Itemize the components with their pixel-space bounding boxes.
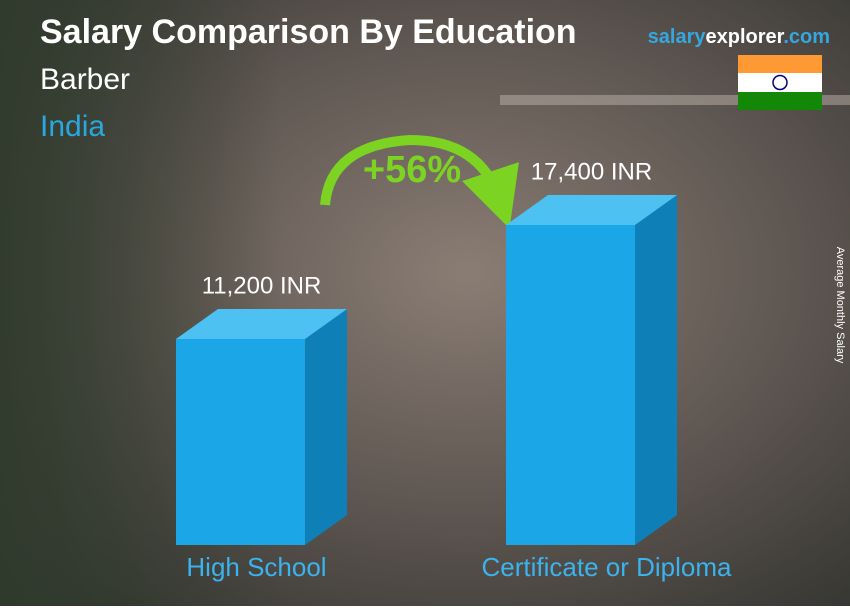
brand-part: explorer: [705, 26, 784, 48]
chart-title: Salary Comparison By Education: [40, 13, 577, 51]
background-rail: [500, 95, 850, 105]
subtitle: Barber: [40, 63, 130, 96]
country: India: [40, 110, 105, 143]
bar-top: [506, 195, 677, 225]
bar-side: [305, 309, 347, 545]
brand-part: .com: [783, 26, 830, 48]
bar: [176, 339, 305, 545]
change-arrow: [320, 134, 519, 229]
flag: [738, 55, 822, 110]
annotation: +56%: [363, 149, 461, 191]
value-label: 17,400 INR: [531, 158, 652, 185]
bar: [506, 225, 635, 545]
bar-side: [635, 195, 677, 545]
y-axis-label: Average Monthly Salary: [834, 247, 846, 364]
bar-top: [176, 309, 347, 340]
value-label: 11,200 INR: [202, 272, 322, 299]
brand: salaryexplorer.com: [648, 26, 830, 48]
x-tick-label: High School: [186, 552, 326, 582]
brand-part: salary: [648, 26, 707, 48]
x-tick-label: Certificate or Diploma: [482, 552, 733, 582]
